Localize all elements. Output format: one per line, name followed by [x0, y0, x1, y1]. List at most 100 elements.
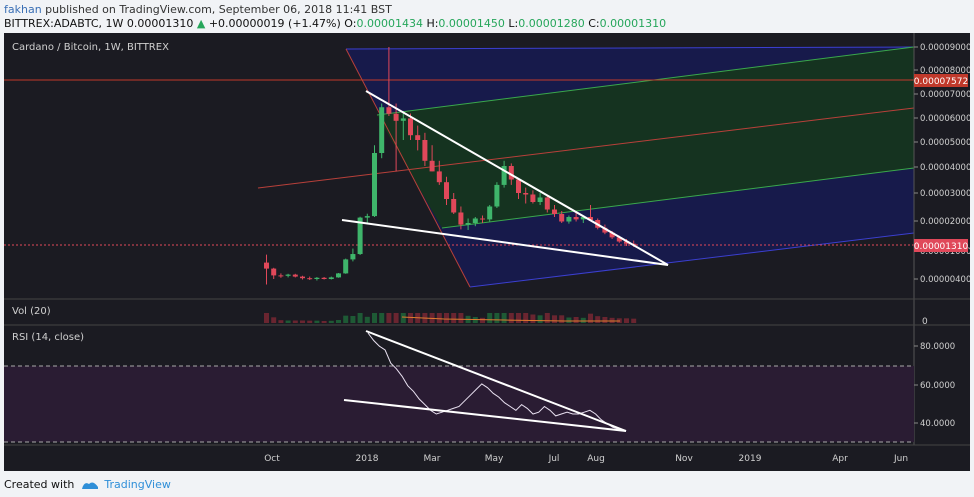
time-tick-label: 2019: [739, 454, 762, 464]
volume-bar: [400, 313, 406, 323]
rsi-tick-label: 60.0000: [920, 381, 955, 391]
volume-bar: [480, 317, 485, 323]
candle-body: [566, 217, 572, 222]
volume-bar: [408, 313, 413, 323]
publish-info: fakhan published on TradingView.com, Sep…: [4, 3, 392, 16]
volume-bar: [508, 313, 514, 323]
candle-body: [393, 113, 399, 121]
volume-bar: [321, 321, 327, 323]
volume-bar: [386, 313, 392, 323]
price-tick-label: 0.00006000: [920, 114, 970, 124]
rsi-band-region: [4, 366, 914, 442]
rsi-lower-trendline[interactable]: [343, 399, 627, 432]
volume-bar: [264, 313, 269, 323]
volume-bar: [343, 315, 349, 323]
time-tick-label: Oct: [264, 454, 280, 464]
pitchfork-lower-line: [441, 167, 915, 229]
pitchfork-bottom-line: [469, 232, 915, 288]
volume-bar: [530, 314, 536, 323]
volume-bar: [285, 320, 291, 323]
chart-svg[interactable]: 0.00009000 0.00008000 0.00007000 0.00006000…: [4, 33, 970, 471]
last-price-label: 0.00001310: [914, 242, 969, 252]
volume-ma-line: [401, 316, 620, 322]
volume-bars-group: [264, 313, 637, 323]
volume-bar: [458, 313, 464, 323]
candle-body: [444, 182, 449, 199]
price-tick-label: 0.00005000: [920, 138, 970, 148]
time-tick-label: Aug: [587, 454, 605, 464]
volume-bar: [444, 313, 449, 323]
candle-body: [609, 232, 615, 238]
wedge-upper-trendline[interactable]: [365, 90, 669, 266]
price-tick-label: 0.00009000: [920, 43, 970, 53]
tradingview-link[interactable]: TradingView: [104, 478, 171, 491]
volume-bar: [487, 313, 493, 323]
symbol-label: BITTREX:ADABTC, 1W: [4, 17, 124, 30]
volume-bar: [379, 313, 385, 323]
candle-body: [278, 275, 284, 277]
rsi-tick-label: 40.0000: [920, 419, 955, 429]
volume-bar: [278, 320, 284, 323]
candle-body: [472, 218, 478, 223]
volume-bar: [372, 313, 377, 323]
change-up-icon: ▲: [196, 17, 206, 30]
chart-area[interactable]: 0.00009000 0.00008000 0.00007000 0.00006000…: [4, 33, 970, 471]
rsi-tick-group: 80.0000 60.0000 40.0000: [914, 342, 955, 429]
low-value: 0.00001280: [518, 17, 585, 30]
time-tick-label: Nov: [675, 454, 693, 464]
volume-bar: [314, 320, 320, 323]
candle-body: [300, 276, 305, 279]
volume-bar: [436, 313, 442, 323]
price-tick-label: 0.00008000: [920, 66, 970, 76]
volume-bar: [501, 313, 507, 323]
volume-bar: [609, 317, 615, 323]
candle-body: [465, 223, 471, 225]
volume-bar: [393, 313, 399, 323]
candle-body: [616, 237, 622, 242]
candle-body: [271, 268, 277, 276]
volume-bar: [580, 317, 586, 323]
time-axis[interactable]: Oct 2018 Mar May Jul Aug Nov 2019 Apr Jun: [264, 454, 908, 464]
wedge-lower-trendline[interactable]: [341, 219, 669, 266]
candle-body: [480, 218, 485, 220]
volume-axis-zero: 0: [922, 317, 928, 327]
volume-bar: [451, 313, 457, 323]
candle-body: [559, 214, 565, 222]
candle-body: [588, 217, 593, 220]
candle-body: [516, 179, 521, 193]
candle-body: [379, 107, 385, 153]
candle-body: [544, 197, 550, 210]
footer: Created with TradingView: [4, 478, 171, 491]
candle-body: [508, 166, 514, 180]
price-tick-label: 0.00000400: [920, 275, 970, 285]
candle-body: [573, 217, 579, 220]
author-link[interactable]: fakhan: [4, 3, 42, 16]
time-tick-label: Jul: [548, 454, 560, 464]
time-tick-label: Apr: [832, 454, 848, 464]
candle-body: [285, 274, 291, 276]
volume-bar: [624, 318, 629, 323]
candle-body: [328, 277, 334, 279]
volume-bar: [300, 320, 305, 323]
volume-bar: [307, 320, 313, 323]
publish-text: published on TradingView.com, September …: [45, 3, 392, 16]
last-price: 0.00001310: [126, 17, 194, 30]
volume-bar: [544, 313, 550, 323]
candle-body: [429, 160, 435, 172]
candle-body: [487, 206, 493, 220]
candle-body: [336, 273, 341, 278]
high-label: H:: [426, 17, 439, 30]
candle-body: [264, 262, 269, 269]
volume-bar: [292, 320, 298, 323]
change-value: +0.00000019 (+1.47%): [208, 17, 341, 30]
candle-body: [552, 209, 557, 214]
price-tick-label: 0.00003000: [920, 189, 970, 199]
candle-body: [458, 212, 464, 225]
candle-body: [422, 140, 428, 161]
candle-body: [314, 277, 320, 279]
rsi-label: RSI (14, close): [12, 332, 84, 343]
rsi-upper-trendline[interactable]: [365, 330, 627, 432]
volume-bar: [357, 313, 363, 323]
low-label: L:: [508, 17, 519, 30]
volume-bar: [336, 320, 341, 323]
